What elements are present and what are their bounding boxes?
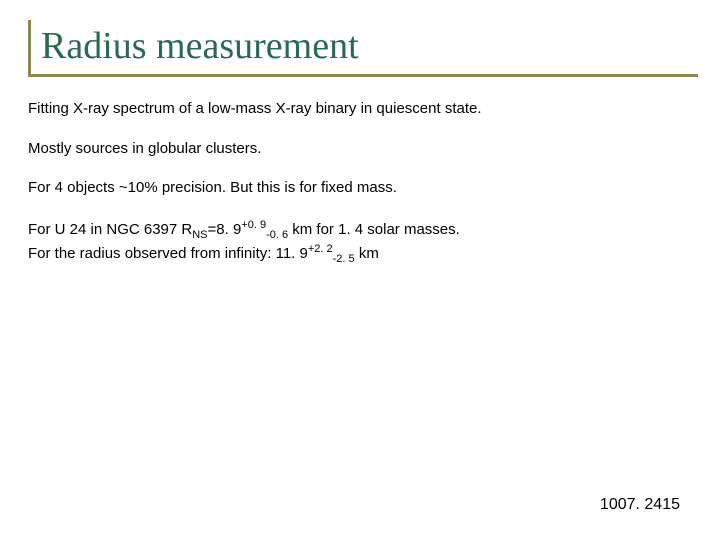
line4-pre: For U 24 in NGC 6397 R: [28, 221, 192, 238]
paragraph-3: For 4 objects ~10% precision. But this i…: [28, 178, 692, 198]
line4-post: km for 1. 4 solar masses.: [288, 221, 460, 238]
body-content: Fitting X-ray spectrum of a low-mass X-r…: [28, 99, 692, 266]
line5-sub: -2. 5: [333, 253, 355, 265]
line5-pre: For the radius observed from infinity: 1…: [28, 245, 308, 262]
slide: Radius measurement Fitting X-ray spectru…: [0, 0, 720, 540]
line5-sup: +2. 2: [308, 243, 333, 255]
line4-sup: +0. 9: [241, 219, 266, 231]
paragraph-1: Fitting X-ray spectrum of a low-mass X-r…: [28, 99, 692, 119]
line4-sub-err: -0. 6: [266, 229, 288, 241]
paragraph-4: For U 24 in NGC 6397 RNS=8. 9+0. 9-0. 6 …: [28, 218, 692, 267]
slide-title: Radius measurement: [41, 24, 698, 68]
title-container: Radius measurement: [28, 20, 698, 77]
line4-sub-ns: NS: [192, 229, 207, 241]
line5-post: km: [355, 245, 379, 262]
footer-reference: 1007. 2415: [600, 496, 680, 514]
line4-eq: =8. 9: [208, 221, 242, 238]
paragraph-2: Mostly sources in globular clusters.: [28, 139, 692, 159]
